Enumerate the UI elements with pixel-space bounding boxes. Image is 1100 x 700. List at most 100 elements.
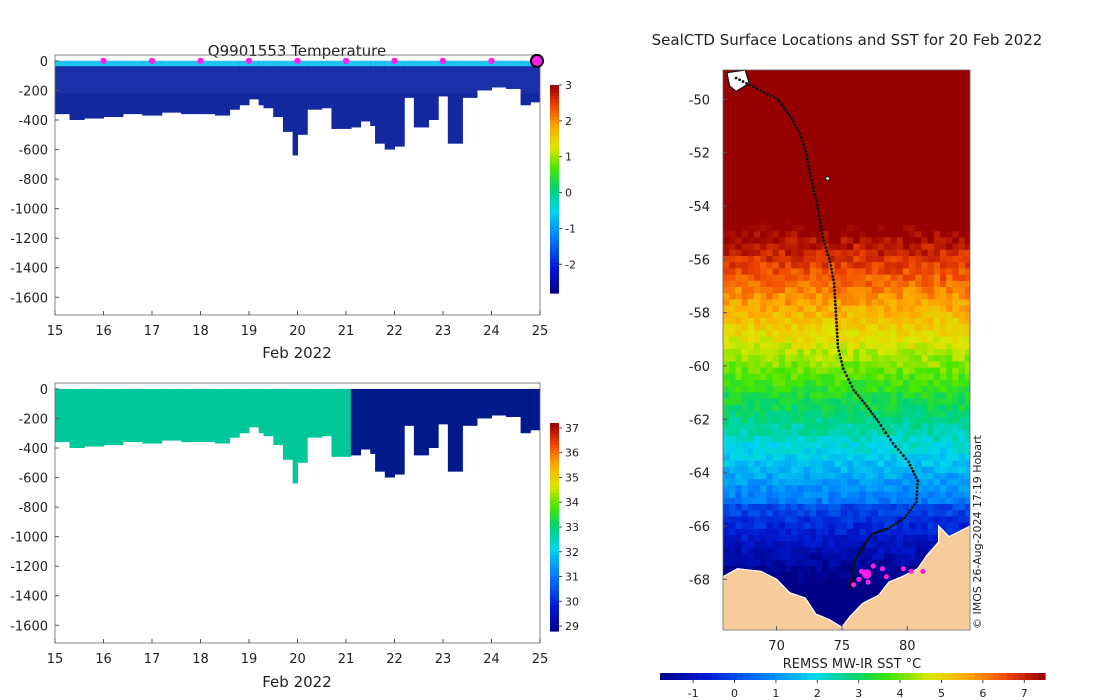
sst-cell <box>729 132 736 139</box>
sst-cell <box>958 448 966 455</box>
sst-cell <box>735 342 742 350</box>
sst-cell <box>766 181 773 189</box>
seal-track-point <box>884 431 888 435</box>
sst-cell <box>785 429 792 437</box>
sst-cell <box>803 256 811 263</box>
sst-cell <box>741 206 749 213</box>
sst-cell <box>803 305 811 313</box>
sst-cell <box>964 293 970 300</box>
sst-cell <box>865 305 873 313</box>
sst-cell <box>896 107 904 114</box>
sst-cell <box>803 578 811 585</box>
sst-cell <box>964 299 970 306</box>
sst-cell <box>946 169 953 176</box>
sst-cell <box>747 175 755 182</box>
sst-cell <box>828 138 835 145</box>
seal-track-point <box>869 534 872 538</box>
sst-cell <box>797 479 804 486</box>
sst-cell <box>760 194 767 201</box>
sst-cell <box>902 510 910 517</box>
salinity-colorbar-segment <box>550 509 559 514</box>
sst-cell <box>896 311 904 319</box>
sst-cell <box>791 144 798 151</box>
sst-cell <box>797 194 804 201</box>
sst-cell <box>766 324 773 331</box>
sst-cell <box>772 76 780 83</box>
sst-cell <box>766 163 773 170</box>
sst-cell <box>958 349 966 356</box>
seal-track-point <box>848 381 852 385</box>
sst-cell <box>828 417 835 424</box>
sst-cell <box>853 293 860 300</box>
sst-cell <box>809 411 817 418</box>
sst-cell <box>822 590 829 598</box>
sst-cell <box>723 82 730 89</box>
sst-cell <box>797 404 804 412</box>
sst-cell <box>921 218 928 226</box>
sst-cell <box>778 113 786 120</box>
sal-y-tick-label: -1400 <box>10 590 48 605</box>
sst-cell <box>754 243 761 251</box>
seal-track-point <box>851 569 855 573</box>
sst-cell <box>735 528 742 536</box>
sst-cell <box>927 206 935 213</box>
sst-cell <box>840 417 848 424</box>
temp-y-tick-label: -800 <box>18 173 48 188</box>
sst-cell <box>958 249 966 257</box>
sst-colorbar-tick-label: 5 <box>938 687 945 700</box>
sal-x-tick-label: 17 <box>144 652 161 667</box>
sst-cell <box>940 460 947 468</box>
sst-cell <box>871 367 879 375</box>
sst-cell <box>816 373 823 381</box>
sst-cell <box>890 70 897 77</box>
sst-cell <box>933 88 941 96</box>
sst-cell <box>871 336 879 344</box>
sst-cell <box>964 466 970 474</box>
sst-cell <box>754 249 761 257</box>
sst-cell <box>741 237 749 244</box>
sst-cell <box>952 274 959 282</box>
sst-cell <box>915 398 922 406</box>
temperature-colorbar-segment <box>550 216 559 221</box>
sst-cell <box>853 330 860 337</box>
sst-cell <box>741 454 749 461</box>
sst-cell <box>940 181 947 189</box>
sst-cell <box>729 497 736 505</box>
sst-cell <box>723 448 730 455</box>
sst-cell <box>735 256 742 263</box>
sst-cell <box>847 311 854 319</box>
sst-cell <box>884 243 891 251</box>
sst-cell <box>840 367 848 375</box>
sst-cell <box>890 442 897 449</box>
sst-cell <box>878 113 885 120</box>
sst-cell <box>723 150 730 158</box>
sst-cell <box>754 460 761 468</box>
sst-cell <box>840 398 848 406</box>
sst-cell <box>735 249 742 257</box>
sst-cell <box>915 485 922 492</box>
sst-colorbar-segment <box>948 673 956 680</box>
sst-cell <box>896 398 904 406</box>
sst-cell <box>816 559 823 567</box>
map-lon-tick-label: 80 <box>899 639 916 654</box>
sst-cell <box>964 101 970 108</box>
sst-cell <box>741 280 749 288</box>
sst-cell <box>754 231 761 238</box>
sst-cell <box>741 119 749 127</box>
sst-cell <box>791 566 798 573</box>
sst-cell <box>847 522 854 530</box>
sst-cell <box>803 225 811 232</box>
sst-cell <box>878 150 885 158</box>
sst-cell <box>785 293 792 300</box>
map-lat-tick-label: -50 <box>689 93 710 108</box>
sst-cell <box>816 256 823 263</box>
temperature-colorbar-segment <box>550 258 559 263</box>
sst-cell <box>952 268 959 275</box>
sst-cell <box>803 448 811 455</box>
sst-cell <box>735 200 742 207</box>
sst-colorbar-segment <box>891 673 899 680</box>
sst-cell <box>927 150 935 158</box>
salinity-colorbar-tick-label: 31 <box>565 571 579 584</box>
sst-cell <box>840 175 848 182</box>
sst-cell <box>834 169 842 176</box>
